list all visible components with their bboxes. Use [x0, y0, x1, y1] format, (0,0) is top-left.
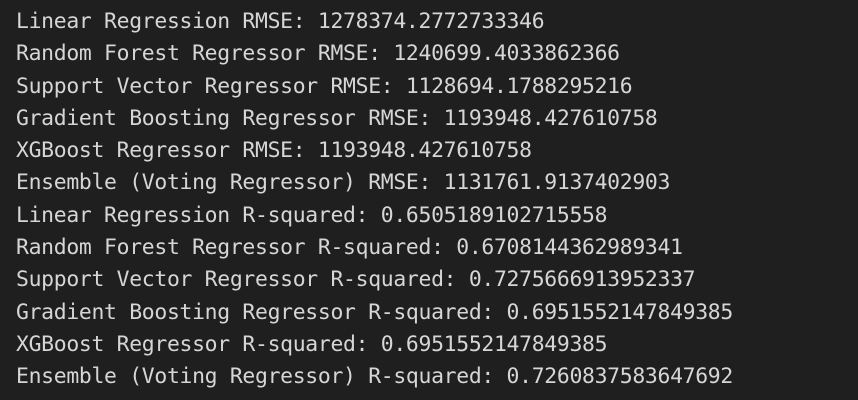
output-line-svr-rmse: Support Vector Regressor RMSE: 1128694.1…	[16, 73, 633, 99]
output-line-gradient-boosting-r-squared: Gradient Boosting Regressor R-squared: 0…	[16, 299, 733, 325]
output-line-linear-r-squared: Linear Regression R-squared: 0.650518910…	[16, 202, 608, 228]
output-line-linear-rmse: Linear Regression RMSE: 1278374.27727333…	[16, 9, 545, 34]
output-line-xgboost-r-squared: XGBoost Regressor R-squared: 0.695155214…	[16, 331, 608, 357]
output-line-random-forest-rmse: Random Forest Regressor RMSE: 1240699.40…	[16, 41, 620, 67]
output-line-ensemble-rmse: Ensemble (Voting Regressor) RMSE: 113176…	[16, 170, 671, 196]
output-line-gradient-boosting-rmse: Gradient Boosting Regressor RMSE: 119394…	[16, 105, 658, 131]
output-line-xgboost-rmse: XGBoost Regressor RMSE: 1193948.42761075…	[16, 138, 532, 164]
output-line-ensemble-r-squared: Ensemble (Voting Regressor) R-squared: 0…	[16, 364, 733, 390]
output-line-svr-r-squared: Support Vector Regressor R-squared: 0.72…	[16, 267, 696, 293]
output-line-random-forest-r-squared: Random Forest Regressor R-squared: 0.670…	[16, 235, 683, 261]
